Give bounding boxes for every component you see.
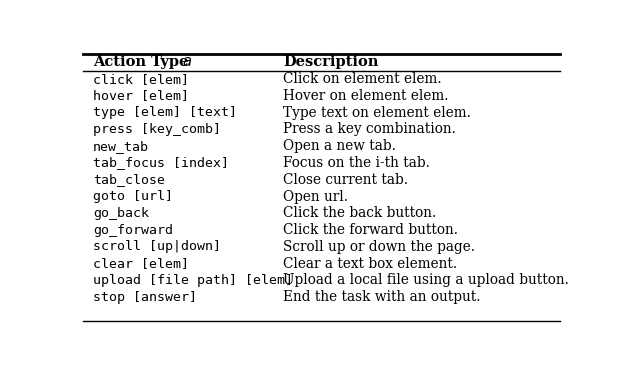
Text: Click the back button.: Click the back button. [283,206,436,220]
Text: Open url.: Open url. [283,190,348,203]
Text: Scroll up or down the page.: Scroll up or down the page. [283,240,475,254]
Text: Open a new tab.: Open a new tab. [283,139,396,153]
Text: stop [answer]: stop [answer] [93,291,197,304]
Text: goto [url]: goto [url] [93,190,173,203]
Text: Hover on element elem.: Hover on element elem. [283,89,448,103]
Text: Click on element elem.: Click on element elem. [283,72,441,86]
Text: Press a key combination.: Press a key combination. [283,123,456,137]
Text: Description: Description [283,55,378,69]
Text: press [key_comb]: press [key_comb] [93,123,221,136]
Text: upload [file path] [elem]: upload [file path] [elem] [93,274,293,287]
Text: Upload a local file using a upload button.: Upload a local file using a upload butto… [283,273,569,287]
Text: tab_close: tab_close [93,173,165,186]
Text: $\mathit{a}$: $\mathit{a}$ [182,55,192,69]
Text: Close current tab.: Close current tab. [283,173,408,187]
Text: click [elem]: click [elem] [93,72,189,86]
Text: go_back: go_back [93,207,149,220]
Text: type [elem] [text]: type [elem] [text] [93,106,237,119]
Text: Clear a text box element.: Clear a text box element. [283,257,457,270]
Text: scroll [up|down]: scroll [up|down] [93,240,221,253]
Text: Type text on element elem.: Type text on element elem. [283,106,471,120]
Text: Click the forward button.: Click the forward button. [283,223,458,237]
Text: go_forward: go_forward [93,224,173,236]
Text: Focus on the i-th tab.: Focus on the i-th tab. [283,156,430,170]
Text: hover [elem]: hover [elem] [93,89,189,102]
Text: End the task with an output.: End the task with an output. [283,290,480,304]
Text: Action Type: Action Type [93,55,193,69]
Text: tab_focus [index]: tab_focus [index] [93,157,229,169]
Text: new_tab: new_tab [93,140,149,153]
Text: clear [elem]: clear [elem] [93,257,189,270]
